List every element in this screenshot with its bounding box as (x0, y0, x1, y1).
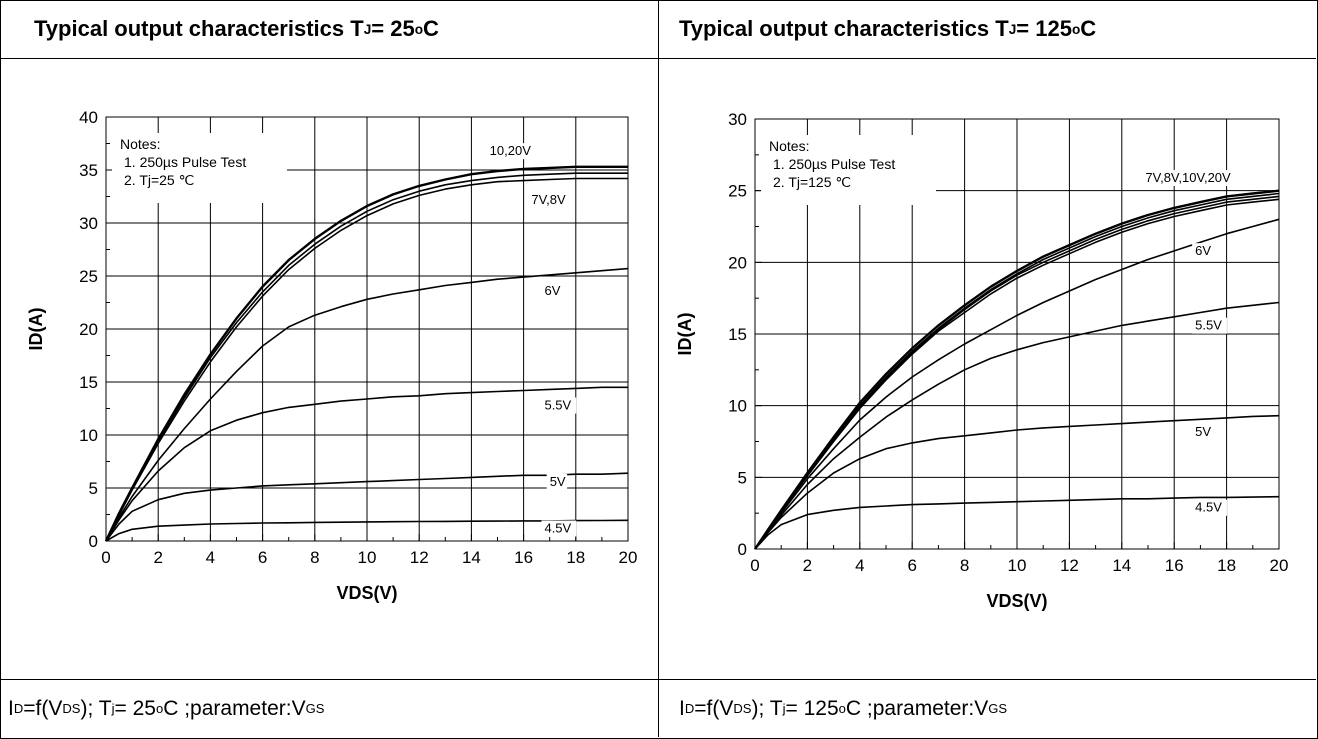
curve-label: 4.5V (544, 521, 571, 536)
notes-line: 1. 250µs Pulse Test (124, 154, 246, 170)
x-tick-label: 20 (619, 548, 638, 567)
panel-title-125c: Typical output characteristics T J = 125 o C (679, 16, 1097, 41)
series-line-5v (754, 414, 1280, 550)
chart-125c: 0 2 4 6 8 10 12 14 16 18 20 0 5 10 15 20 25 30 VDS(V) ID(A)… (675, 110, 1289, 611)
curve-label-bg (528, 191, 571, 208)
x-tick-label: 8 (960, 556, 969, 575)
notes-line: 2. Tj=25 ℃ (124, 172, 194, 188)
series-line-8v (105, 177, 628, 542)
x-tick-label: 16 (514, 548, 533, 567)
x-axis-title: VDS(V) (336, 583, 397, 603)
series-line-7v (754, 198, 1280, 550)
x-tick-label: 2 (153, 548, 162, 567)
x-tick-label: 12 (1060, 556, 1079, 575)
curve-label: 6V (1195, 243, 1211, 258)
footer-divider (0, 679, 1316, 680)
curve-label-bg (1192, 243, 1213, 260)
x-tick-label: 8 (310, 548, 319, 567)
series-line-5-5v (754, 301, 1280, 550)
curve-label: 7V,8V (531, 192, 566, 207)
header-divider (0, 58, 1316, 59)
curve-label: 5V (550, 474, 566, 489)
y-tick-label: 15 (79, 373, 98, 392)
x-tick-label: 4 (855, 556, 864, 575)
y-axis-title: ID(A) (675, 313, 695, 356)
x-axis-title: VDS(V) (986, 591, 1047, 611)
y-tick-label: 30 (728, 110, 747, 129)
x-tick-label: 18 (1217, 556, 1236, 575)
x-tick-label: 2 (803, 556, 812, 575)
x-tick-label: 0 (101, 548, 110, 567)
x-tick-label: 14 (1112, 556, 1131, 575)
curve-label-bg (486, 143, 536, 160)
y-axis-title: ID(A) (26, 308, 46, 351)
notes-bg (761, 135, 936, 205)
curve-label: 6V (544, 283, 560, 298)
curve-label-bg (1192, 499, 1227, 516)
x-tick-label: 6 (258, 548, 267, 567)
y-tick-label: 0 (738, 540, 747, 559)
series-line-6v (105, 267, 629, 542)
y-tick-label: 5 (738, 468, 747, 487)
curve-label: 5.5V (1195, 318, 1222, 333)
x-tick-label: 14 (462, 548, 481, 567)
series-line-5-5v (105, 386, 628, 542)
series-line-4-5v (754, 495, 1280, 550)
y-tick-label: 20 (79, 320, 98, 339)
curve-label-bg (541, 397, 577, 414)
x-tick-label: 20 (1270, 556, 1289, 575)
series-line-10-20v (104, 165, 628, 542)
curve-label-bg (541, 520, 577, 537)
curve-label-bg (1192, 317, 1227, 334)
x-tick-label: 10 (358, 548, 377, 567)
y-tick-label: 10 (79, 426, 98, 445)
curve-label: 10,20V (490, 143, 532, 158)
x-tick-label: 0 (750, 556, 759, 575)
curve-label-bg (1192, 423, 1213, 440)
series-line-7v (105, 172, 628, 542)
series-line-20v (754, 189, 1280, 550)
y-tick-label: 40 (79, 108, 98, 127)
x-tick-label: 18 (566, 548, 585, 567)
x-tick-label: 6 (907, 556, 916, 575)
y-tick-label: 20 (728, 253, 747, 272)
series-line-6v (754, 218, 1280, 550)
column-divider (658, 0, 659, 737)
y-tick-label: 5 (89, 479, 98, 498)
y-tick-label: 25 (728, 182, 747, 201)
y-tick-label: 0 (89, 532, 98, 551)
series-line-5v (105, 472, 629, 542)
notes-line: Notes: (120, 136, 160, 152)
curve-label: 4.5V (1195, 500, 1222, 515)
notes-line: 2. Tj=125 ℃ (773, 174, 851, 190)
curve-label-bg (1142, 170, 1242, 187)
y-tick-label: 25 (79, 267, 98, 286)
chart-25c: 0 2 4 6 8 10 12 14 16 18 20 0 5 10 15 20 25 30 35 40 VDS(V) I… (26, 108, 638, 603)
x-tick-label: 16 (1165, 556, 1184, 575)
curve-label: 5.5V (544, 398, 571, 413)
series-line-4-5v (105, 519, 629, 542)
notes-line: Notes: (769, 138, 809, 154)
x-tick-label: 12 (410, 548, 429, 567)
curve-label: 5V (1195, 424, 1211, 439)
y-tick-label: 10 (728, 397, 747, 416)
x-tick-label: 10 (1008, 556, 1027, 575)
y-tick-label: 30 (79, 214, 98, 233)
curve-label-bg (546, 473, 568, 490)
x-tick-label: 4 (206, 548, 215, 567)
y-tick-label: 35 (79, 161, 98, 180)
curve-label-bg (541, 283, 562, 300)
curve-label: 7V,8V,10V,20V (1145, 170, 1231, 185)
y-tick-label: 15 (728, 325, 747, 344)
notes-line: 1. 250µs Pulse Test (773, 156, 895, 172)
panel-title-25c: Typical output characteristics T J = 25 o C (34, 16, 439, 41)
notes-bg (112, 133, 287, 203)
